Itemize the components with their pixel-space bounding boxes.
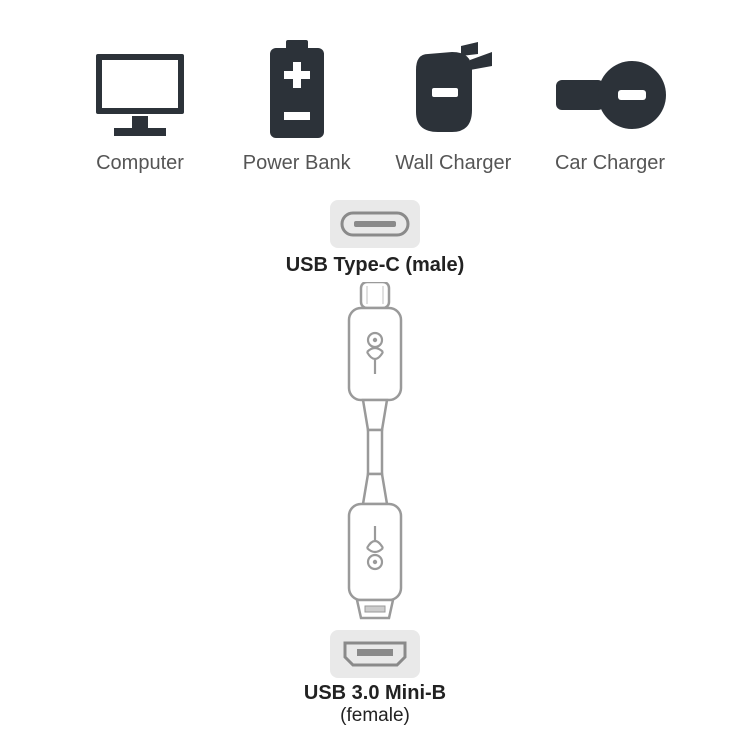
usb-c-port-label: USB Type-C (male) [286,254,465,277]
usb-mini-b-port-icon [339,639,411,669]
usb-mini-b-port-label-line2: (female) [304,705,446,727]
power-source-row: Computer Power Bank [70,40,680,175]
usb-c-port-chip [330,200,420,248]
usb-mini-b-port-label-line1: USB 3.0 Mini-B [304,682,446,704]
usb-mini-b-port-chip [330,630,420,678]
usb-mini-b-port-label: USB 3.0 Mini-B (female) [304,682,446,727]
source-power-bank: Power Bank [227,40,367,175]
usb-c-port-icon [340,211,410,237]
source-computer-label: Computer [96,152,184,175]
car-charger-icon [550,40,670,140]
source-car-charger: Car Charger [540,40,680,175]
power-bank-icon [262,40,332,140]
source-car-charger-label: Car Charger [555,152,665,175]
source-computer: Computer [70,40,210,175]
computer-icon [90,40,190,140]
adapter-cable-diagram [305,282,445,622]
source-wall-charger: Wall Charger [383,40,523,175]
source-power-bank-label: Power Bank [243,152,351,175]
source-wall-charger-label: Wall Charger [395,152,511,175]
wall-charger-icon [398,40,508,140]
